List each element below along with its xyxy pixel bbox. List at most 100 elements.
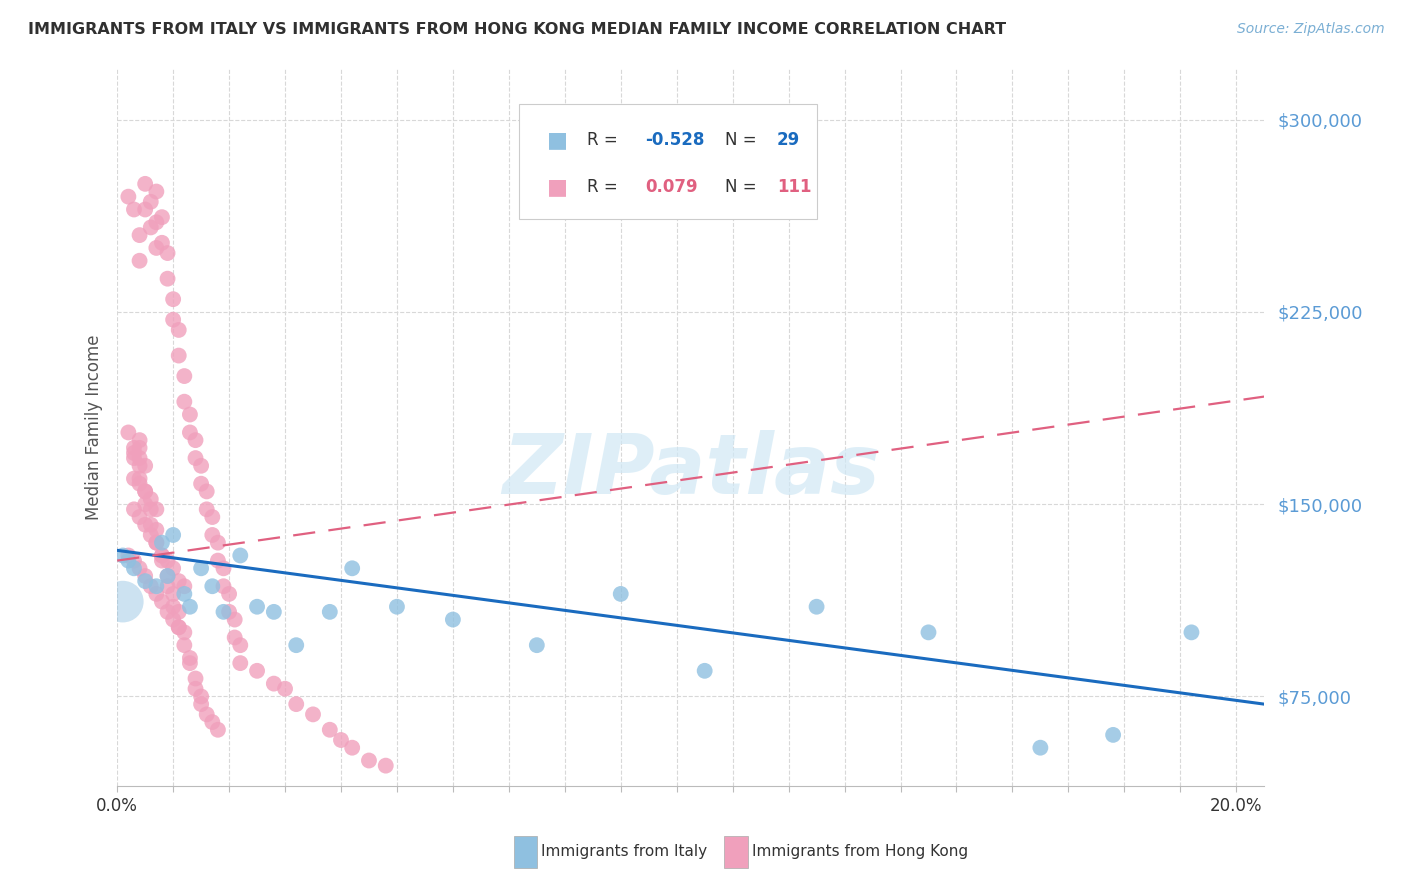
Point — [190, 458, 212, 473]
Point — [212, 605, 235, 619]
Point — [263, 605, 285, 619]
Point — [212, 579, 235, 593]
Point — [201, 510, 224, 524]
Point — [128, 253, 150, 268]
Point — [195, 707, 218, 722]
Point — [134, 202, 156, 217]
Point — [207, 553, 229, 567]
Point — [150, 549, 173, 563]
Point — [162, 599, 184, 614]
Point — [134, 177, 156, 191]
Point — [150, 553, 173, 567]
Point — [285, 697, 308, 711]
Point — [201, 579, 224, 593]
Point — [145, 523, 167, 537]
Point — [179, 656, 201, 670]
Point — [167, 620, 190, 634]
Point — [218, 605, 240, 619]
Y-axis label: Median Family Income: Median Family Income — [86, 334, 103, 520]
Point — [184, 433, 207, 447]
Point — [162, 312, 184, 326]
Point — [173, 638, 195, 652]
Text: ZIPatlas: ZIPatlas — [502, 430, 880, 511]
Point — [224, 631, 246, 645]
Point — [156, 569, 179, 583]
Point — [134, 484, 156, 499]
Point — [145, 502, 167, 516]
Point — [179, 425, 201, 440]
Point — [139, 220, 162, 235]
Point — [162, 613, 184, 627]
Point — [156, 569, 179, 583]
Text: 111: 111 — [776, 178, 811, 196]
Point — [190, 561, 212, 575]
Point — [128, 476, 150, 491]
Point — [145, 241, 167, 255]
Point — [218, 587, 240, 601]
Point — [207, 535, 229, 549]
Point — [122, 472, 145, 486]
Point — [229, 549, 252, 563]
Point — [319, 605, 342, 619]
Point — [150, 235, 173, 250]
Point — [173, 587, 195, 601]
Point — [190, 697, 212, 711]
Point — [122, 202, 145, 217]
Point — [128, 510, 150, 524]
Point — [122, 446, 145, 460]
Point — [184, 672, 207, 686]
Point — [340, 740, 363, 755]
Point — [806, 599, 828, 614]
Point — [357, 754, 380, 768]
Point — [212, 561, 235, 575]
Point — [201, 714, 224, 729]
Point — [190, 690, 212, 704]
Point — [128, 458, 150, 473]
Point — [263, 676, 285, 690]
Point — [128, 472, 150, 486]
Text: Immigrants from Italy: Immigrants from Italy — [541, 845, 707, 859]
Point — [128, 561, 150, 575]
Point — [156, 553, 179, 567]
Point — [134, 569, 156, 583]
Point — [201, 528, 224, 542]
Point — [179, 651, 201, 665]
Point — [1180, 625, 1202, 640]
Point — [117, 553, 139, 567]
Point — [224, 613, 246, 627]
Point — [302, 707, 325, 722]
Text: IMMIGRANTS FROM ITALY VS IMMIGRANTS FROM HONG KONG MEDIAN FAMILY INCOME CORRELAT: IMMIGRANTS FROM ITALY VS IMMIGRANTS FROM… — [28, 22, 1007, 37]
Point — [330, 733, 353, 747]
Text: 29: 29 — [776, 131, 800, 149]
Point — [150, 594, 173, 608]
Point — [111, 594, 134, 608]
Point — [111, 549, 134, 563]
Text: -0.528: -0.528 — [645, 131, 704, 149]
Point — [117, 189, 139, 203]
Point — [139, 528, 162, 542]
Point — [134, 574, 156, 588]
Point — [139, 492, 162, 507]
Point — [150, 549, 173, 563]
Point — [184, 451, 207, 466]
Point — [139, 194, 162, 209]
Point — [139, 517, 162, 532]
Point — [179, 599, 201, 614]
Point — [246, 664, 269, 678]
Point — [156, 246, 179, 260]
Text: R =: R = — [588, 131, 623, 149]
Text: 0.079: 0.079 — [645, 178, 697, 196]
Point — [162, 528, 184, 542]
Point — [156, 271, 179, 285]
Point — [162, 587, 184, 601]
Point — [156, 605, 179, 619]
Point — [274, 681, 297, 696]
Point — [128, 441, 150, 455]
Point — [1102, 728, 1125, 742]
Point — [385, 599, 408, 614]
Text: N =: N = — [725, 178, 762, 196]
Point — [917, 625, 939, 640]
Point — [167, 574, 190, 588]
Point — [134, 458, 156, 473]
Point — [374, 758, 396, 772]
